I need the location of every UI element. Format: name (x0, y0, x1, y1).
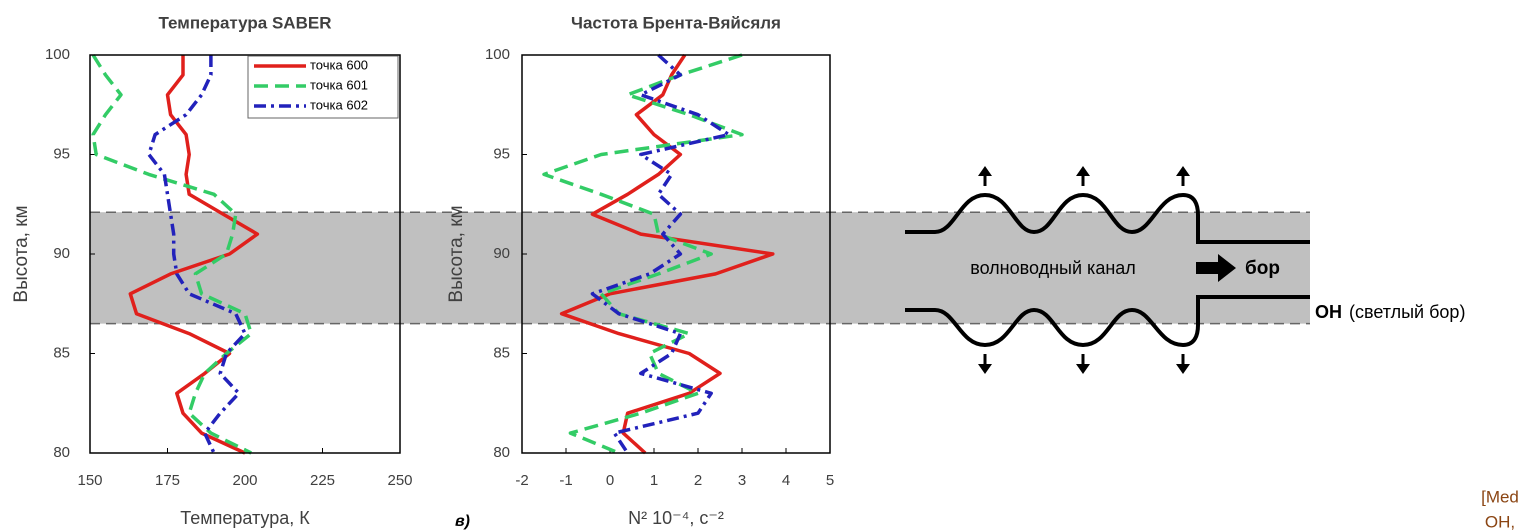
x-tick-label: 4 (782, 472, 790, 489)
citation: [Med (1481, 487, 1519, 506)
y-tick-label: 90 (493, 245, 510, 262)
y-tick-label: 80 (493, 444, 510, 461)
y-tick-label: 100 (45, 46, 70, 63)
x-tick-label: 0 (606, 472, 614, 489)
legend-label: точка 602 (310, 97, 368, 112)
x-tick-label: 250 (387, 472, 412, 489)
oh-label: OH (1315, 302, 1342, 322)
x-tick-label: 2 (694, 472, 702, 489)
x-tick-label: 225 (310, 472, 335, 489)
y-tick-label: 100 (485, 46, 510, 63)
x-tick-label: -2 (515, 472, 528, 489)
x-axis-label: N² 10⁻⁴, с⁻² (628, 508, 724, 528)
y-tick-label: 85 (493, 344, 510, 361)
bore-label: бор (1245, 258, 1280, 279)
legend-label: точка 601 (310, 77, 368, 92)
channel-label: волноводный канал (970, 258, 1136, 278)
x-tick-label: 3 (738, 472, 746, 489)
y-tick-label: 95 (53, 145, 70, 162)
x-tick-label: 5 (826, 472, 834, 489)
y-tick-label: 80 (53, 444, 70, 461)
legend-label: точка 600 (310, 57, 368, 72)
x-tick-label: 1 (650, 472, 658, 489)
x-axis-label: Температура, К (180, 508, 310, 528)
y-axis-label: Высота, км (11, 205, 32, 302)
oh-note: (светлый бор) (1349, 302, 1465, 322)
chart-title: Частота Брента-Вяйсяля (571, 13, 781, 32)
x-tick-label: 200 (232, 472, 257, 489)
y-tick-label: 90 (53, 245, 70, 262)
x-tick-label: 150 (77, 472, 102, 489)
x-tick-label: -1 (559, 472, 572, 489)
x-tick-label: 175 (155, 472, 180, 489)
y-tick-label: 85 (53, 344, 70, 361)
y-axis-label: Высота, км (446, 205, 467, 302)
figure: Температура SABER Температура, К Высота, к… (0, 0, 1526, 532)
chart-title: Температура SABER (159, 13, 332, 32)
panel-label: в) (455, 513, 470, 530)
citation: OH, (1485, 512, 1515, 531)
y-tick-label: 95 (493, 145, 510, 162)
